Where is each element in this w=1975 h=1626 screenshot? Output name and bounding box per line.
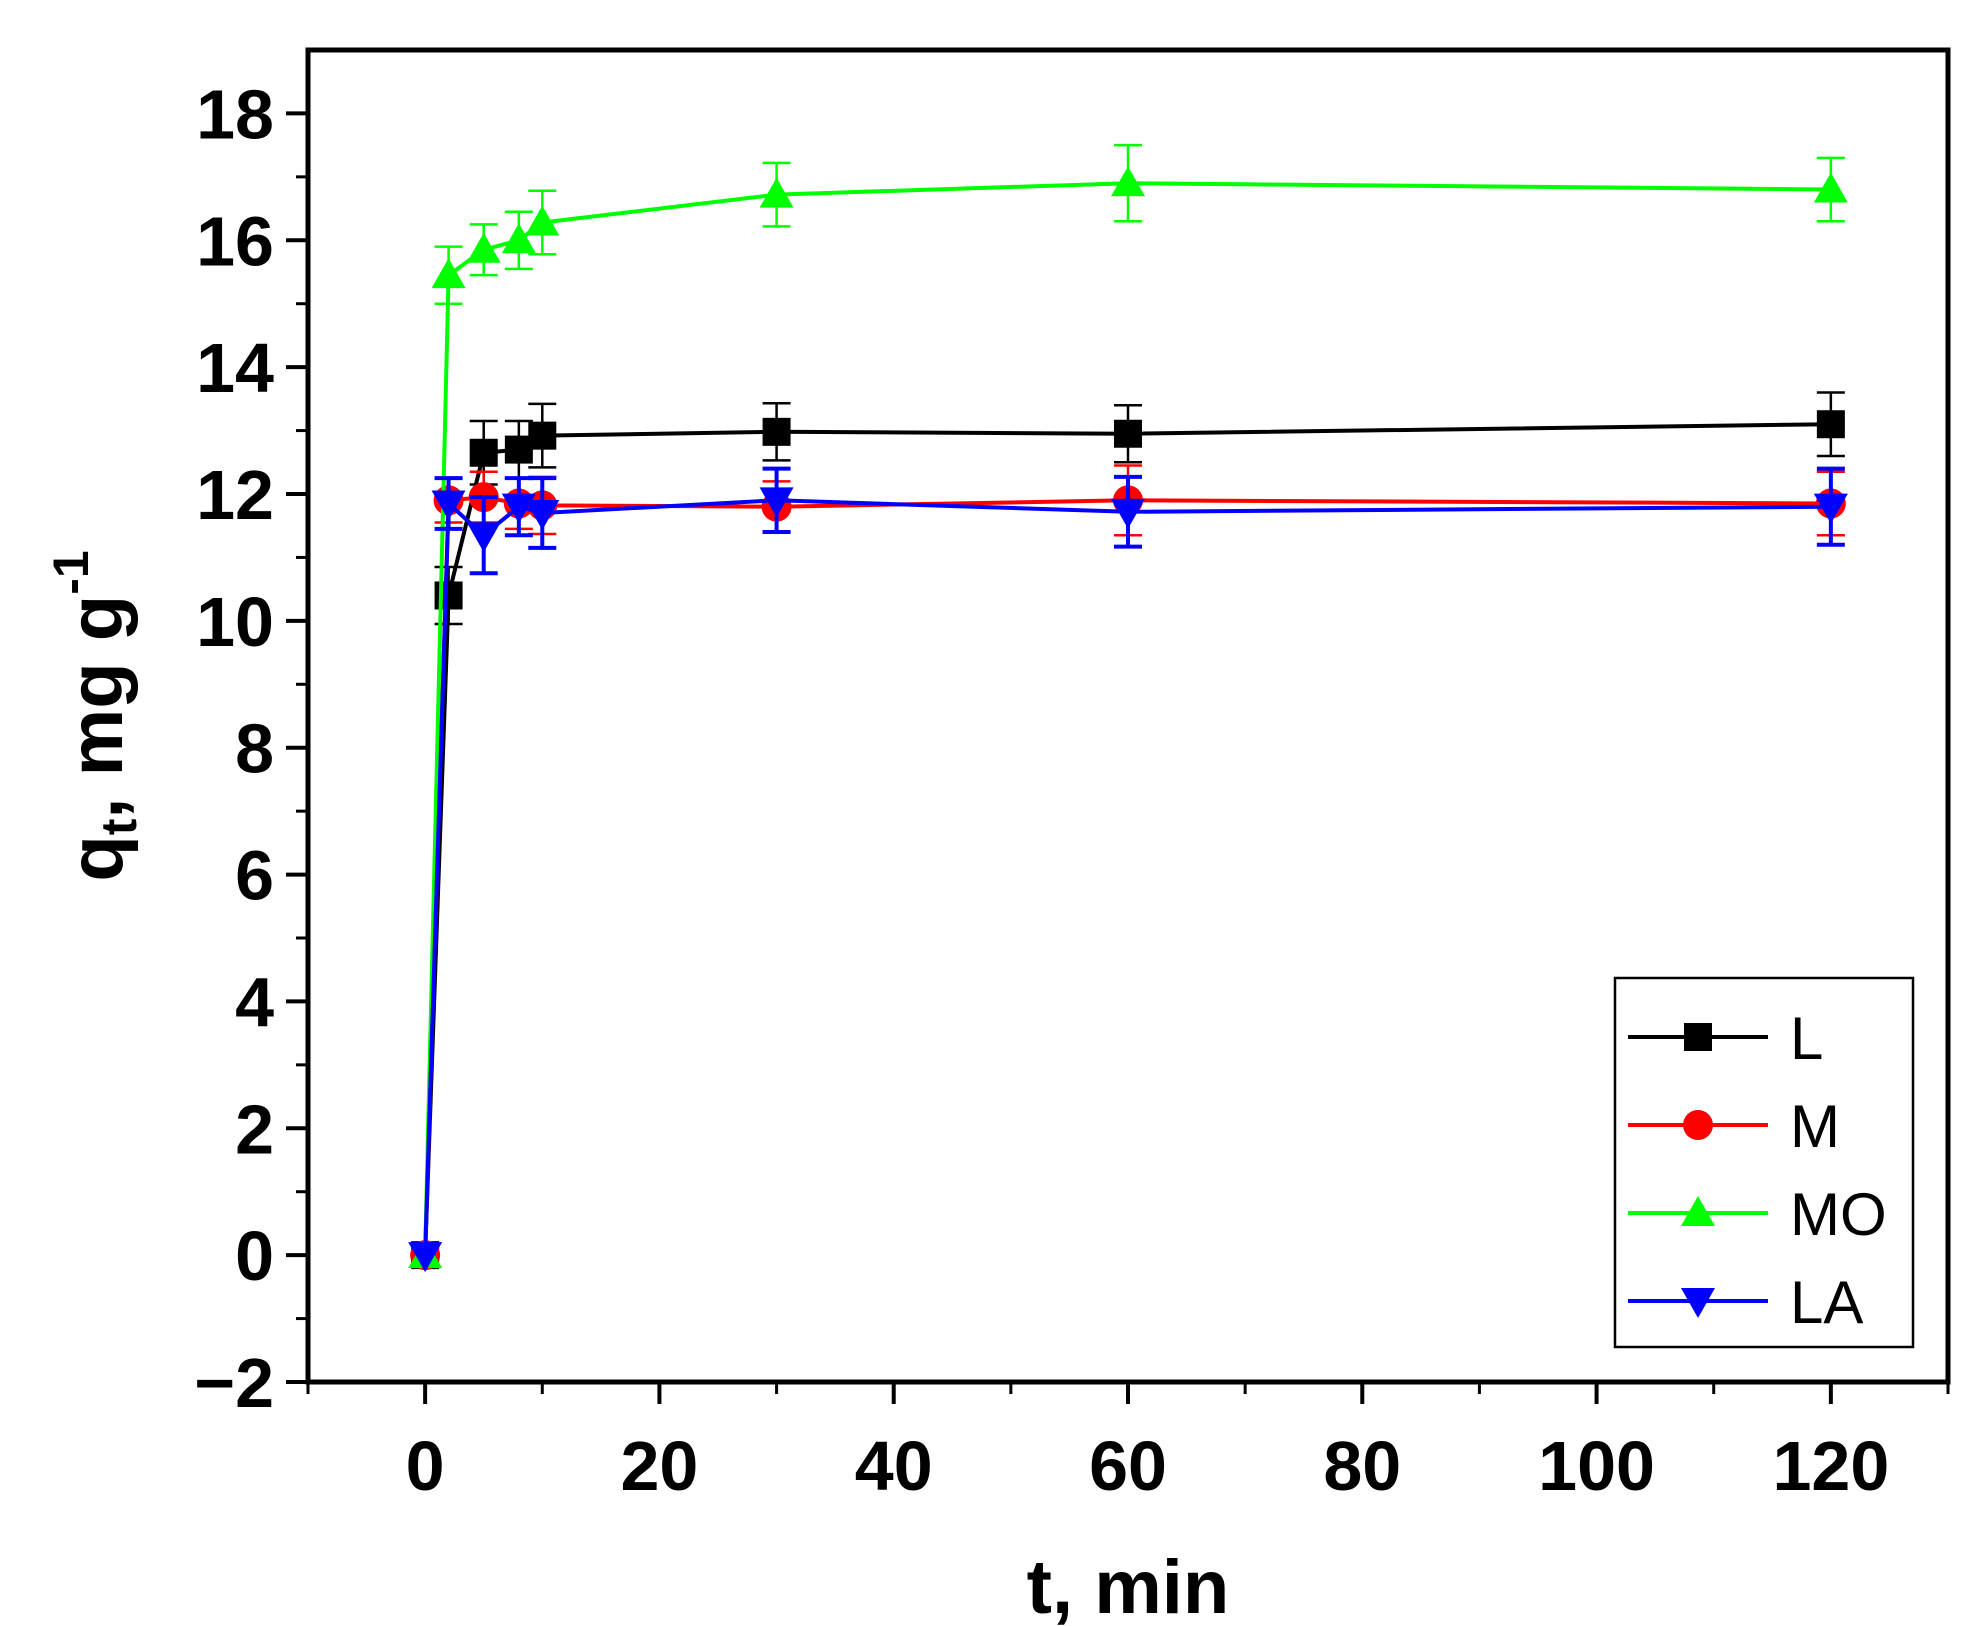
y-tick-label: 6: [235, 837, 274, 915]
data-point-la: [1813, 493, 1848, 524]
y-tick-label: 16: [196, 202, 274, 280]
data-point-mo: [525, 205, 560, 236]
data-point-l: [469, 438, 498, 467]
legend-marker-m: [1683, 1110, 1713, 1140]
x-tick-label: 0: [406, 1427, 445, 1505]
series-layer: [408, 143, 1848, 1273]
data-point-la: [1111, 498, 1145, 529]
data-point-l: [504, 435, 533, 464]
y-axis-title-superscript: -1: [43, 550, 99, 594]
legend-label-mo: MO: [1790, 1181, 1887, 1248]
legend-item-l: L: [1628, 1005, 1823, 1072]
legend-item-m: M: [1628, 1093, 1840, 1160]
x-tick-label: 80: [1323, 1427, 1401, 1505]
y-axis-title-subscript: t: [91, 818, 147, 835]
legend-marker-la: [1681, 1288, 1715, 1318]
x-tick-label: 20: [620, 1427, 698, 1505]
data-point-mo: [501, 223, 536, 254]
y-tick-label: 8: [235, 710, 274, 788]
x-tick-label: 40: [855, 1427, 933, 1505]
data-point-mo: [759, 177, 794, 208]
x-axis-ticks: 0 20 40 60 80 100 120: [306, 1382, 1950, 1505]
y-axis-ticks: −2 0 2 4 6 8 10 12 14 16 18: [194, 75, 308, 1422]
y-tick-label: −2: [194, 1344, 274, 1422]
data-point-la: [408, 1242, 443, 1273]
legend-marker-mo: [1681, 1196, 1715, 1226]
legend-item-la: LA: [1628, 1269, 1863, 1336]
data-point-mo: [1813, 172, 1848, 203]
legend: LM MO LA: [1613, 976, 1915, 1349]
y-tick-label: 18: [196, 75, 274, 153]
x-tick-label: 100: [1538, 1427, 1655, 1505]
data-point-mo: [466, 232, 501, 263]
x-axis-title: t, min: [1027, 1545, 1230, 1626]
y-axis-title-q: q: [54, 835, 139, 881]
data-point-la: [466, 522, 501, 553]
legend-items: LM MO LA: [1628, 1005, 1887, 1336]
svg-text:qt, mg g-1: qt, mg g-1: [43, 550, 147, 881]
data-point-mo: [431, 258, 466, 289]
data-point-la: [525, 500, 560, 531]
data-point-l: [762, 417, 791, 446]
y-axis-title-units: , mg g: [54, 595, 139, 819]
data-point-l: [528, 421, 557, 450]
legend-label-l: L: [1790, 1005, 1823, 1072]
data-point-l: [1114, 419, 1142, 448]
legend-label-m: M: [1790, 1093, 1840, 1160]
legend-item-mo: MO: [1628, 1181, 1887, 1248]
y-tick-label: 14: [196, 329, 274, 407]
y-tick-label: 2: [235, 1090, 274, 1168]
data-point-l: [1816, 410, 1845, 439]
legend-marker-l: [1684, 1023, 1712, 1051]
data-point-la: [431, 490, 466, 521]
legend-box: [1613, 976, 1915, 1349]
x-tick-label: 60: [1089, 1427, 1167, 1505]
legend-label-la: LA: [1790, 1269, 1863, 1336]
series-la: [408, 466, 1848, 1273]
x-tick-label: 120: [1772, 1427, 1889, 1505]
y-tick-label: 12: [196, 456, 274, 534]
data-point-la: [759, 487, 794, 518]
data-point-mo: [1111, 166, 1145, 197]
y-tick-label: 10: [196, 583, 274, 661]
y-tick-label: 0: [235, 1217, 274, 1295]
y-axis-title: qt, mg g-1: [43, 550, 147, 881]
y-tick-label: 4: [235, 963, 274, 1041]
